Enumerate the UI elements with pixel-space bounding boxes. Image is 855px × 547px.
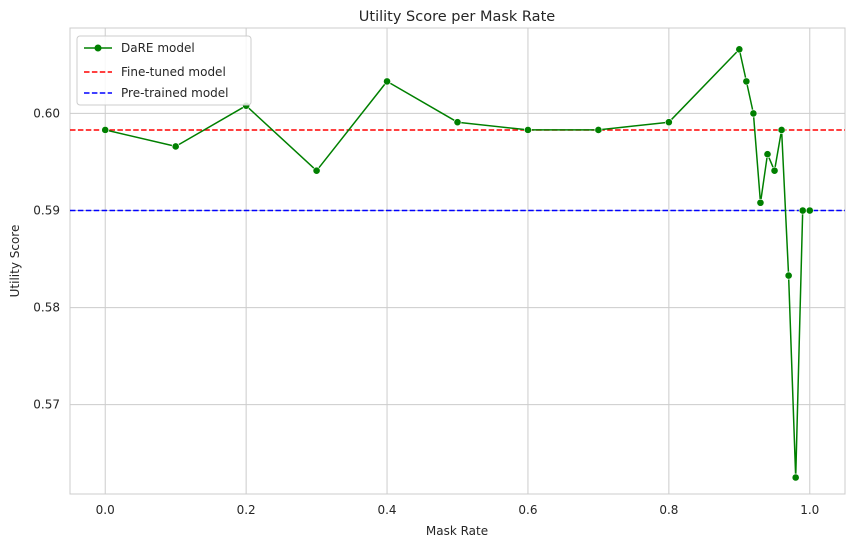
x-axis-label: Mask Rate xyxy=(426,524,488,538)
chart-title: Utility Score per Mask Rate xyxy=(359,9,555,25)
dare-model-point xyxy=(524,126,532,134)
dare-model-point xyxy=(171,142,180,151)
dare-model-point xyxy=(777,126,786,134)
legend: DaRE model Fine-tuned model Pre-trained … xyxy=(76,35,252,106)
dare-model-point xyxy=(784,271,793,280)
dare-model-point xyxy=(735,45,744,54)
y-tick-label: 0.57 xyxy=(33,398,60,412)
x-tick-label: 0.0 xyxy=(96,503,115,517)
reference-lines xyxy=(70,129,845,212)
legend-box xyxy=(76,35,252,106)
y-tick-label: 0.59 xyxy=(33,204,60,218)
dare-model-point xyxy=(756,198,765,207)
legend-label-dare: DaRE model xyxy=(121,41,195,55)
y-tick-label: 0.60 xyxy=(33,106,60,120)
dare-model-point xyxy=(312,166,321,175)
legend-label-fine-tuned: Fine-tuned model xyxy=(121,65,226,79)
dare-model-point xyxy=(763,150,772,159)
x-tick-label: 0.2 xyxy=(237,503,256,517)
dare-model-point xyxy=(664,118,673,127)
dare-model-point xyxy=(791,473,800,482)
y-tick-label: 0.58 xyxy=(33,301,60,315)
plot-area xyxy=(69,27,846,495)
series-group xyxy=(101,45,814,482)
dare-model-point xyxy=(453,118,462,127)
x-tick-label: 0.8 xyxy=(659,503,678,517)
y-axis-label: Utility Score xyxy=(8,225,22,298)
x-tick-label: 0.4 xyxy=(377,503,396,517)
x-tick-label: 1.0 xyxy=(800,503,819,517)
dare-model-point xyxy=(798,206,807,215)
legend-marker-dare xyxy=(94,44,102,52)
dare-model-point xyxy=(594,126,603,134)
dare-model-point xyxy=(101,126,110,134)
tick-labels: 0.0 0.2 0.4 0.6 0.8 1.0 0.57 0.58 0.59 0.60 xyxy=(33,106,819,517)
dare-model-point xyxy=(805,206,814,215)
dare-model-line xyxy=(105,48,810,479)
dare-model-point xyxy=(742,77,751,86)
x-tick-label: 0.6 xyxy=(518,503,537,517)
legend-label-pre-trained: Pre-trained model xyxy=(121,86,229,100)
dare-model-point xyxy=(770,166,779,175)
dare-model-point xyxy=(383,77,391,86)
dare-model-point xyxy=(749,109,758,118)
